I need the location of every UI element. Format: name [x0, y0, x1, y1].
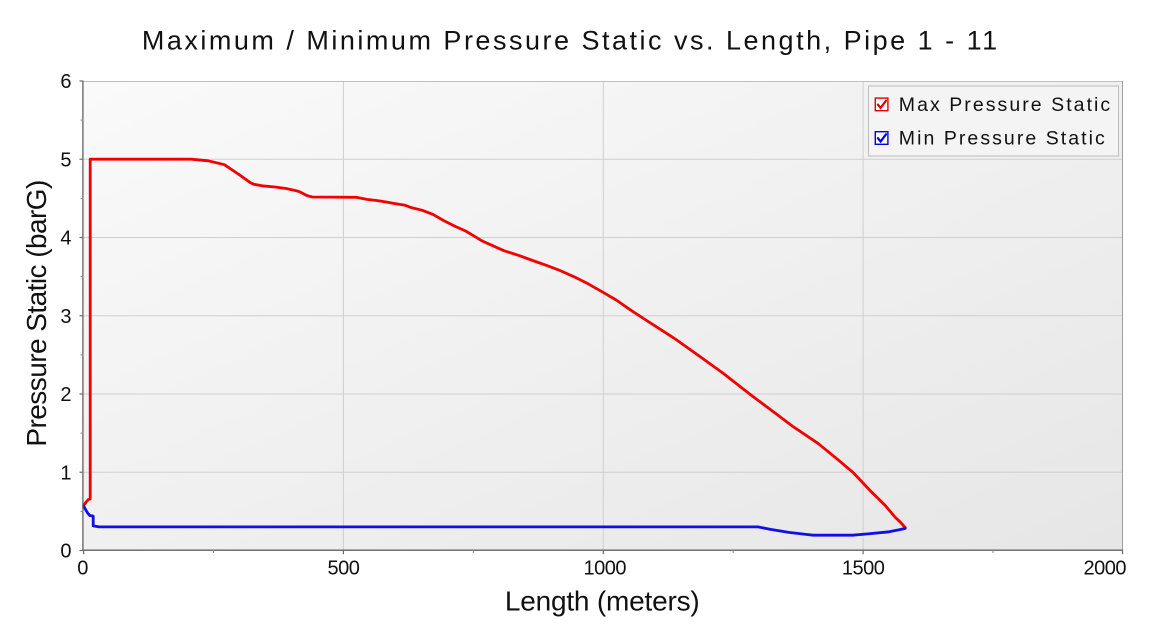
svg-text:3: 3	[60, 306, 71, 328]
svg-text:4: 4	[60, 228, 71, 250]
svg-text:500: 500	[327, 558, 359, 580]
svg-text:1000: 1000	[584, 558, 627, 580]
svg-text:Min Pressure Static: Min Pressure Static	[899, 127, 1107, 149]
svg-text:Length (meters): Length (meters)	[505, 586, 700, 617]
svg-text:2000: 2000	[1084, 558, 1127, 580]
svg-text:Maximum / Minimum Pressure Sta: Maximum / Minimum Pressure Static vs. Le…	[142, 25, 1000, 55]
svg-text:6: 6	[60, 71, 71, 93]
svg-text:2: 2	[60, 384, 71, 406]
svg-text:Pressure Static (barG): Pressure Static (barG)	[21, 180, 52, 446]
svg-text:0: 0	[60, 541, 71, 563]
svg-text:5: 5	[60, 149, 71, 171]
svg-text:0: 0	[77, 558, 88, 580]
svg-text:1: 1	[60, 462, 71, 484]
svg-text:1500: 1500	[842, 558, 885, 580]
svg-text:Max Pressure Static: Max Pressure Static	[899, 94, 1112, 116]
